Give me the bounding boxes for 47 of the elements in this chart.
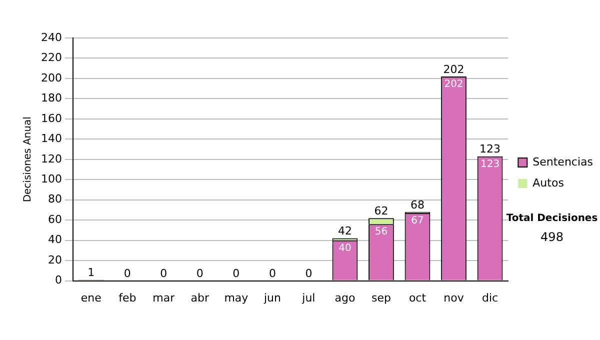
x-tick-label: ene: [80, 291, 102, 304]
total-label: 68: [410, 198, 424, 212]
annotation: Total Decisiones: [505, 213, 599, 224]
y-tick-label: 160: [40, 112, 62, 125]
y-tick-label: 0: [54, 274, 62, 287]
text: 498: [540, 230, 564, 244]
total-label: 62: [374, 204, 388, 218]
total-label: 0: [124, 267, 131, 280]
legend-label: Sentencias: [532, 155, 594, 168]
x-tick-label: may: [224, 291, 249, 304]
y-tick-label: 240: [40, 30, 62, 44]
y-tick-label: 100: [40, 172, 62, 186]
x-tick-label: jun: [262, 291, 281, 304]
y-tick-label: 180: [40, 92, 62, 105]
x-tick-label: dic: [482, 291, 498, 304]
data-label: 202: [444, 79, 464, 90]
x-tick-label: jul: [301, 291, 316, 304]
y-axis-title: Decisiones Anual: [22, 116, 34, 202]
x-tick-label: ago: [334, 291, 356, 304]
total-label: 202: [443, 62, 464, 76]
total-label: 1: [88, 266, 95, 280]
y-tick-label: 140: [40, 132, 62, 146]
x-tick-label: sep: [371, 291, 391, 304]
total-label: 0: [160, 267, 168, 280]
total-label: 0: [196, 267, 204, 280]
x-tick-label: mar: [152, 291, 176, 304]
y-tick-label: 80: [48, 192, 62, 206]
x-tick-label: nov: [444, 291, 464, 304]
y-tick-label: 120: [40, 152, 62, 166]
data-label: 123: [480, 158, 500, 170]
x-tick-label: abr: [190, 291, 210, 304]
x-tick-label: feb: [118, 291, 136, 304]
total-label: 123: [480, 142, 501, 156]
y-tick-label: 60: [48, 212, 62, 226]
total-label: 0: [305, 267, 312, 280]
total-label: 0: [268, 267, 276, 280]
legend-label: Autos: [532, 176, 564, 190]
data-label: 56: [374, 226, 388, 238]
data-label: 40: [338, 242, 352, 254]
y-tick-label: 200: [40, 71, 62, 84]
y-tick-label: 20: [48, 253, 62, 266]
total-label: 0: [232, 267, 240, 280]
x-tick-label: oct: [408, 291, 427, 304]
y-tick-label: 220: [40, 51, 62, 64]
data-label: 67: [411, 216, 424, 227]
y-tick-label: 40: [48, 233, 62, 246]
total-label: 42: [338, 224, 352, 238]
